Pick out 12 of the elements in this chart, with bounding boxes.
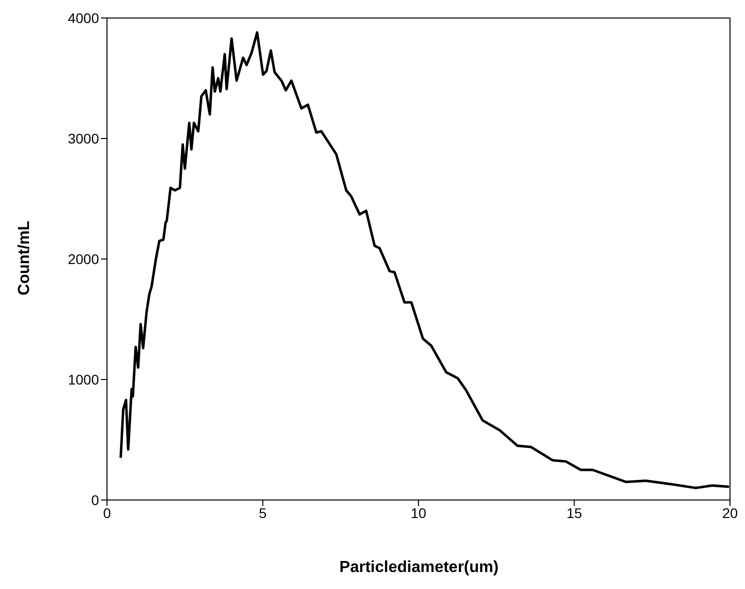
y-axis-title: Count/mL [16,220,34,296]
x-axis-title: Particlediameter(um) [339,559,499,576]
y-tick-label: 1000 [68,371,100,388]
x-tick-label: 5 [258,504,267,521]
y-tick-label: 0 [91,492,100,508]
y-tick-label: 4000 [68,10,100,26]
x-tick-label: 20 [722,504,738,521]
y-tick-label: 3000 [68,130,100,146]
x-tick-label: 10 [410,504,426,521]
y-tick-label: 2000 [68,250,100,267]
x-tick-label: 15 [566,504,582,521]
x-tick-label: 0 [103,504,112,521]
